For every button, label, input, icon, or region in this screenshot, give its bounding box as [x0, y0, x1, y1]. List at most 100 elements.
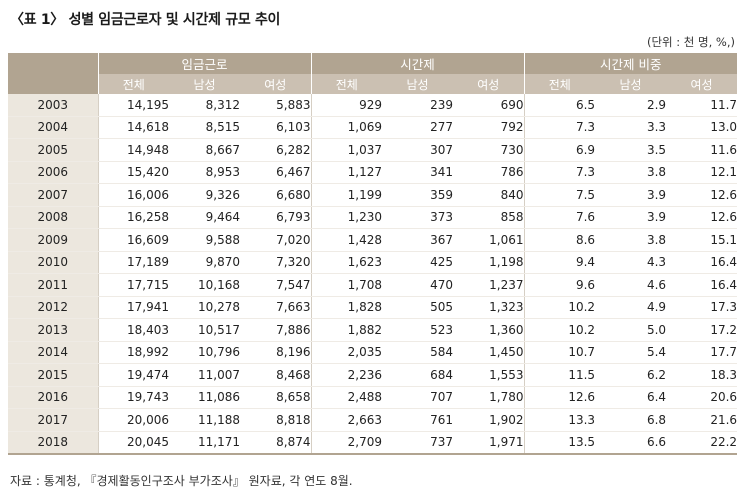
value-cell: 13.5: [523, 431, 596, 455]
value-cell: 359: [382, 183, 453, 207]
value-cell: 12.6: [666, 206, 738, 229]
value-cell: 6.5: [523, 94, 596, 117]
table-row: 2012 17,941 10,278 7,663 1,828 505 1,323 10.2 4.…: [8, 296, 738, 319]
year-cell: 2006: [8, 161, 98, 184]
year-cell: 2003: [8, 94, 98, 117]
value-cell: 7,663: [240, 296, 311, 319]
value-cell: 1,553: [453, 363, 525, 387]
value-cell: 1,708: [310, 273, 382, 297]
year-cell: 2018: [8, 431, 98, 455]
value-cell: 5,883: [240, 94, 311, 117]
subheader: 남성: [169, 74, 240, 94]
value-cell: 505: [382, 296, 453, 319]
table-row: 2010 17,189 9,870 7,320 1,623 425 1,198 9.4 4.3 1…: [8, 251, 738, 274]
value-cell: 690: [453, 94, 525, 117]
value-cell: 307: [382, 138, 453, 162]
value-cell: 737: [382, 431, 453, 455]
header-row-groups: 임금근로 시간제 시간제 비중: [8, 53, 738, 74]
value-cell: 2,236: [310, 363, 382, 387]
value-cell: 1,199: [310, 183, 382, 207]
value-cell: 1,198: [453, 251, 525, 274]
value-cell: 1,428: [310, 228, 382, 252]
value-cell: 8,953: [169, 161, 240, 184]
value-cell: 16,006: [97, 183, 169, 207]
value-cell: 1,323: [453, 296, 525, 319]
subheader: 여성: [240, 74, 311, 94]
value-cell: 8.6: [523, 228, 596, 252]
value-cell: 7,547: [240, 273, 311, 297]
value-cell: 1,902: [453, 408, 525, 432]
value-cell: 12.6: [523, 386, 596, 409]
year-cell: 2015: [8, 363, 98, 387]
value-cell: 929: [310, 94, 382, 117]
value-cell: 16,609: [97, 228, 169, 252]
value-cell: 22.2: [666, 431, 738, 455]
value-cell: 367: [382, 228, 453, 252]
value-cell: 470: [382, 273, 453, 297]
value-cell: 10,278: [169, 296, 240, 319]
value-cell: 3.3: [595, 116, 667, 139]
value-cell: 9,464: [169, 206, 240, 229]
table-row: 2004 14,618 8,515 6,103 1,069 277 792 7.3 3.3 13.…: [8, 116, 738, 139]
table-title: 〈표 1〉 성별 임금근로자 및 시간제 규모 추이: [10, 12, 281, 28]
table-row: 2014 18,992 10,796 8,196 2,035 584 1,450 10.7 5.…: [8, 341, 738, 364]
value-cell: 3.8: [595, 228, 667, 252]
subheader: 남성: [382, 74, 453, 94]
value-cell: 1,061: [453, 228, 525, 252]
value-cell: 6.9: [523, 138, 596, 162]
value-cell: 11.5: [523, 363, 596, 387]
table-row: 2018 20,045 11,171 8,874 2,709 737 1,971 13.5 6.…: [8, 431, 738, 455]
value-cell: 373: [382, 206, 453, 229]
value-cell: 20,006: [97, 408, 169, 432]
value-cell: 3.5: [595, 138, 667, 162]
value-cell: 730: [453, 138, 525, 162]
value-cell: 425: [382, 251, 453, 274]
value-cell: 13.0: [666, 116, 738, 139]
value-cell: 7.3: [523, 161, 596, 184]
value-cell: 1,623: [310, 251, 382, 274]
value-cell: 15.1: [666, 228, 738, 252]
value-cell: 7,320: [240, 251, 311, 274]
value-cell: 11,171: [169, 431, 240, 455]
value-cell: 16,258: [97, 206, 169, 229]
value-cell: 14,948: [97, 138, 169, 162]
subheader: 남성: [595, 74, 667, 94]
value-cell: 8,658: [240, 386, 311, 409]
value-cell: 9.4: [523, 251, 596, 274]
table-row: 2003 14,195 8,312 5,883 929 239 690 6.5 2.9 11.7: [8, 94, 738, 117]
value-cell: 13.3: [523, 408, 596, 432]
year-cell: 2012: [8, 296, 98, 319]
value-cell: 17,189: [97, 251, 169, 274]
value-cell: 5.0: [595, 318, 667, 342]
value-cell: 19,743: [97, 386, 169, 409]
value-cell: 9,588: [169, 228, 240, 252]
value-cell: 16.4: [666, 251, 738, 274]
table-row: 2007 16,006 9,326 6,680 1,199 359 840 7.5 3.9 12.…: [8, 183, 738, 207]
value-cell: 1,828: [310, 296, 382, 319]
value-cell: 12.1: [666, 161, 738, 184]
value-cell: 17.3: [666, 296, 738, 319]
year-cell: 2004: [8, 116, 98, 139]
data-table: 임금근로 시간제 시간제 비중 전체 남성 여성 전체 남성 여성 전체 남성 …: [8, 53, 738, 455]
table-row: 2017 20,006 11,188 8,818 2,663 761 1,902 13.3 6.…: [8, 408, 738, 432]
table-row: 2006 15,420 8,953 6,467 1,127 341 786 7.3 3.8 12.…: [8, 161, 738, 184]
value-cell: 1,127: [310, 161, 382, 184]
value-cell: 684: [382, 363, 453, 387]
year-cell: 2011: [8, 273, 98, 297]
unit-note: (단위 : 천 명, %,): [646, 35, 735, 49]
table-row: 2013 18,403 10,517 7,886 1,882 523 1,360 10.2 5.…: [8, 318, 738, 342]
value-cell: 19,474: [97, 363, 169, 387]
value-cell: 2,709: [310, 431, 382, 455]
header-corner-sub: [8, 74, 98, 94]
value-cell: 6,680: [240, 183, 311, 207]
value-cell: 1,971: [453, 431, 525, 455]
value-cell: 1,780: [453, 386, 525, 409]
value-cell: 1,069: [310, 116, 382, 139]
value-cell: 1,360: [453, 318, 525, 342]
year-cell: 2017: [8, 408, 98, 432]
subheader: 전체: [310, 74, 382, 94]
value-cell: 584: [382, 341, 453, 364]
value-cell: 10.2: [523, 296, 596, 319]
value-cell: 8,874: [240, 431, 311, 455]
value-cell: 17.2: [666, 318, 738, 342]
